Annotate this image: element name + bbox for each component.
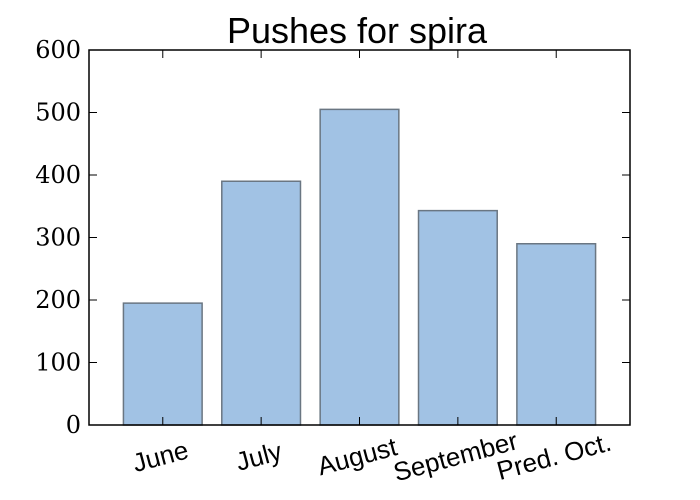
y-tick-labels: 0 100 200 300 400 500 600 xyxy=(35,36,81,439)
bars-layer xyxy=(122,108,597,426)
x-tick-label: July xyxy=(233,436,285,477)
bar-pred-oct xyxy=(516,243,597,426)
plot-frame xyxy=(88,49,631,426)
y-tick-label: 400 xyxy=(35,161,81,189)
y-tick-label: 300 xyxy=(35,224,81,252)
y-tick-label: 100 xyxy=(35,349,81,377)
bar-august xyxy=(319,108,400,426)
chart-title: Pushes for spira xyxy=(227,10,488,51)
y-tick-label: 600 xyxy=(35,36,81,64)
y-tick-label: 200 xyxy=(35,286,81,314)
y-tick-label: 500 xyxy=(35,99,81,127)
x-tick-label: August xyxy=(314,431,401,481)
bar-july xyxy=(221,180,302,426)
bar-september xyxy=(417,209,498,426)
bar-june xyxy=(122,302,203,426)
y-tick-label: 0 xyxy=(66,411,81,439)
x-tick-label: June xyxy=(129,435,191,479)
